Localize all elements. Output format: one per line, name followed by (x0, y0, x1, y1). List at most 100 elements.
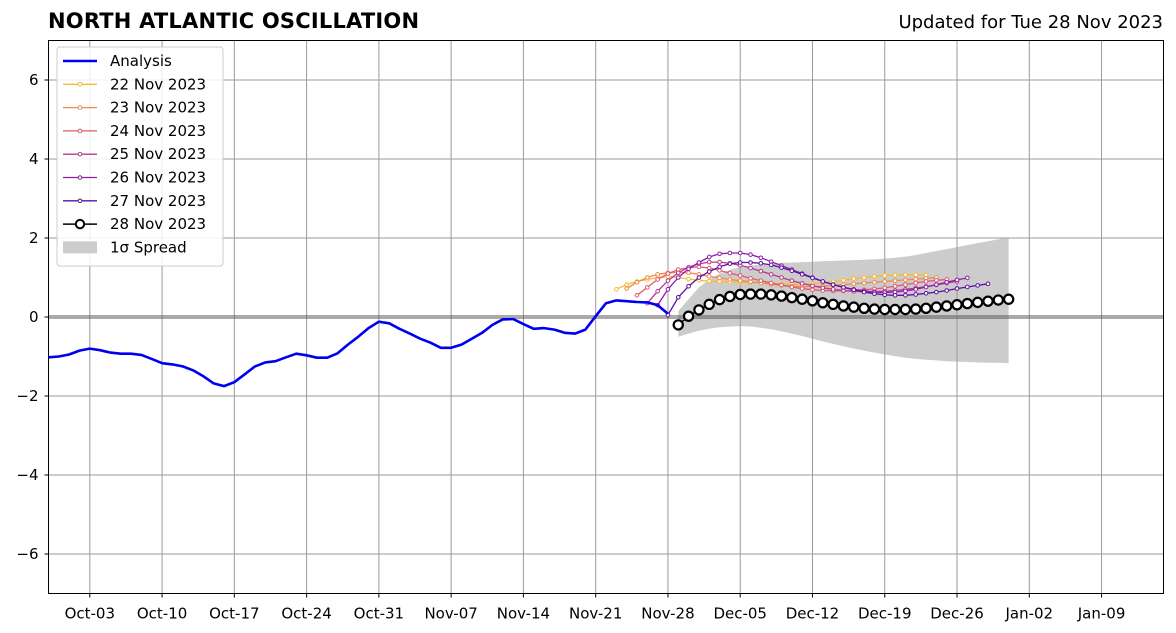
y-tick-label: 0 (29, 308, 39, 326)
forecast-point (696, 260, 702, 265)
forecast-point (892, 278, 898, 283)
forecast-point (614, 287, 619, 292)
forecast-point (799, 281, 805, 286)
forecast-point (861, 280, 867, 286)
series-layer (48, 250, 1015, 388)
forecast-point (954, 277, 960, 283)
ensemble-point (899, 303, 912, 316)
forecast-point (954, 286, 960, 291)
forecast-point (810, 283, 815, 289)
forecast-point (686, 270, 691, 276)
forecast-point (903, 272, 908, 278)
forecast-point (665, 287, 671, 292)
forecast-point (820, 279, 826, 284)
analysis-line (48, 299, 669, 388)
ensemble-point (817, 297, 829, 309)
legend-swatch-marker (77, 151, 83, 157)
forecast-point (686, 276, 691, 282)
legend-label: 1σ Spread (110, 238, 187, 256)
forecast-point (820, 285, 826, 291)
forecast-point (903, 288, 908, 294)
forecast-point (799, 272, 805, 277)
forecast-point (944, 288, 949, 293)
forecast-point (768, 280, 774, 286)
forecast-point (903, 282, 908, 287)
forecast-point (892, 292, 898, 298)
ensemble-point (961, 297, 974, 310)
forecast-point (913, 272, 919, 278)
ensemble-point (868, 303, 881, 315)
forecast-point (810, 287, 815, 293)
forecast-point (872, 291, 877, 296)
legend-label: Analysis (110, 52, 172, 70)
spread-layer (678, 237, 1009, 364)
forecast-point (748, 260, 753, 265)
forecast-point (727, 277, 733, 282)
forecast-point (923, 291, 929, 296)
ensemble-point (703, 298, 715, 311)
ensemble-point (734, 288, 746, 301)
forecast-point (944, 279, 949, 285)
x-tick-label: Dec-19 (858, 605, 912, 623)
x-tick-label: Oct-03 (65, 605, 115, 623)
plot-frame (48, 40, 1164, 594)
forecast-point (644, 275, 650, 280)
forecast-point (758, 255, 764, 261)
legend-swatch-marker (77, 82, 83, 87)
legend-swatch-marker (77, 128, 83, 134)
forecast-point (748, 252, 753, 257)
forecast-point (789, 278, 795, 283)
ensemble-point (806, 295, 819, 307)
x-tick-label: Oct-24 (281, 605, 331, 623)
ensemble-point (971, 296, 984, 309)
forecast-point (737, 273, 743, 278)
forecast-point (872, 279, 877, 285)
y-tick-label: −6 (16, 545, 38, 563)
ensemble-point (775, 290, 788, 302)
forecast-point (717, 251, 722, 257)
x-tick-label: Nov-14 (497, 605, 550, 623)
forecast-point (706, 278, 712, 284)
forecast-point (727, 261, 733, 266)
legend-swatch-marker (77, 175, 83, 180)
forecast-point (841, 277, 846, 283)
forecast-point (882, 273, 888, 278)
forecast-point (851, 281, 857, 287)
forecast-point (686, 283, 691, 289)
forecast-point (903, 292, 908, 298)
ensemble-point (672, 319, 684, 331)
forecast-point (934, 289, 939, 295)
legend-label: 26 Nov 2023 (110, 169, 206, 187)
forecast-point (768, 272, 774, 277)
x-tick-label: Nov-21 (569, 605, 622, 623)
forecast-point (861, 275, 867, 280)
forecast-point (737, 250, 743, 256)
forecast-point (810, 275, 815, 281)
forecast-point (727, 270, 733, 276)
forecast-point (872, 274, 877, 279)
forecast-point (675, 275, 681, 280)
legend-box (56, 46, 224, 267)
x-tick-label: Jan-09 (1077, 605, 1126, 623)
y-tick-label: 2 (29, 229, 39, 247)
forecast-point (975, 283, 980, 288)
forecast-point (985, 281, 991, 287)
forecast-point (706, 274, 712, 279)
legend-swatch-marker (77, 105, 83, 110)
forecast-point (624, 282, 629, 287)
legend-label: 24 Nov 2023 (110, 122, 206, 140)
updated-date: Updated for Tue 28 Nov 2023 (898, 12, 1163, 33)
forecast-point (789, 284, 795, 290)
ensemble-point (982, 295, 994, 307)
y-tick-label: −4 (16, 466, 38, 484)
forecast-point (913, 292, 919, 297)
forecast-point (727, 250, 733, 256)
x-tick-label: Dec-26 (930, 605, 984, 623)
forecast-point (737, 278, 743, 283)
x-tick-label: Oct-17 (209, 605, 259, 623)
ensemble-point (713, 293, 726, 306)
forecast-point (882, 292, 888, 298)
ensemble-point (930, 301, 943, 313)
forecast-point (758, 278, 764, 283)
ensemble-point (693, 304, 705, 316)
